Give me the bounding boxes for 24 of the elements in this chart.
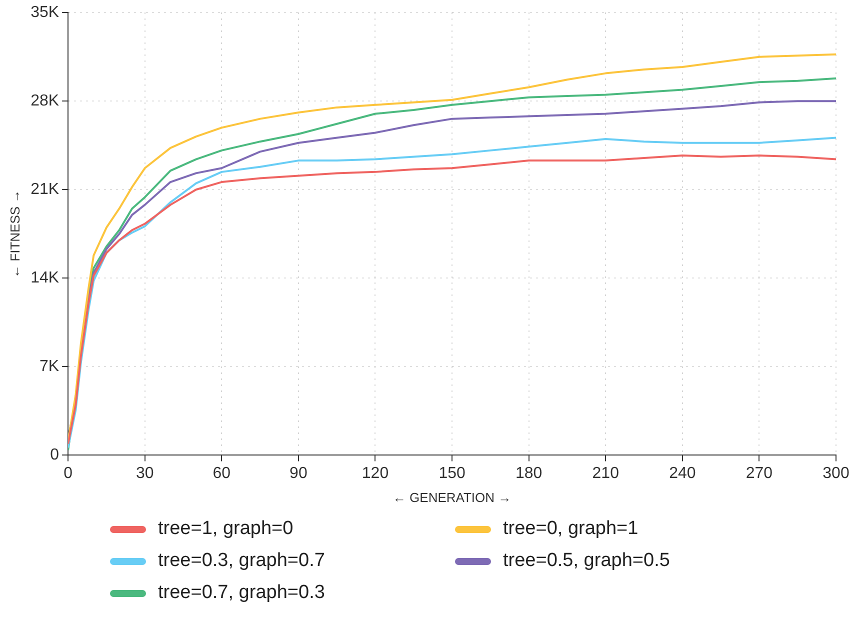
y-tick-label: 28K bbox=[30, 92, 60, 110]
x-tick-label: 120 bbox=[362, 465, 389, 482]
x-tick-label: 210 bbox=[592, 465, 620, 482]
x-tick-label: 300 bbox=[822, 465, 850, 482]
y-axis-title: ← FITNESS → bbox=[7, 190, 22, 278]
x-tick-label: 30 bbox=[136, 465, 154, 482]
x-tick-label: 270 bbox=[746, 465, 773, 482]
x-tick-label: 60 bbox=[212, 465, 231, 482]
y-tick-label: 0 bbox=[50, 446, 60, 464]
x-axis-title: ← GENERATION → bbox=[392, 490, 512, 505]
x-tick-label: 0 bbox=[64, 465, 73, 482]
legend-label: tree=0, graph=1 bbox=[503, 518, 638, 540]
x-tick-label: 180 bbox=[515, 465, 542, 482]
legend-label: tree=1, graph=0 bbox=[158, 518, 294, 540]
legend-label: tree=0.3, graph=0.7 bbox=[158, 550, 325, 572]
legend-label: tree=0.7, graph=0.3 bbox=[158, 582, 325, 604]
x-tick-label: 90 bbox=[290, 465, 308, 482]
y-tick-label: 35K bbox=[30, 4, 60, 22]
y-tick-label: 21K bbox=[30, 181, 60, 198]
y-tick-label: 7K bbox=[39, 358, 60, 376]
y-tick-label: 14K bbox=[30, 270, 60, 287]
x-tick-label: 240 bbox=[669, 465, 696, 482]
x-tick-label: 150 bbox=[438, 465, 466, 482]
legend-label: tree=0.5, graph=0.5 bbox=[503, 550, 670, 572]
